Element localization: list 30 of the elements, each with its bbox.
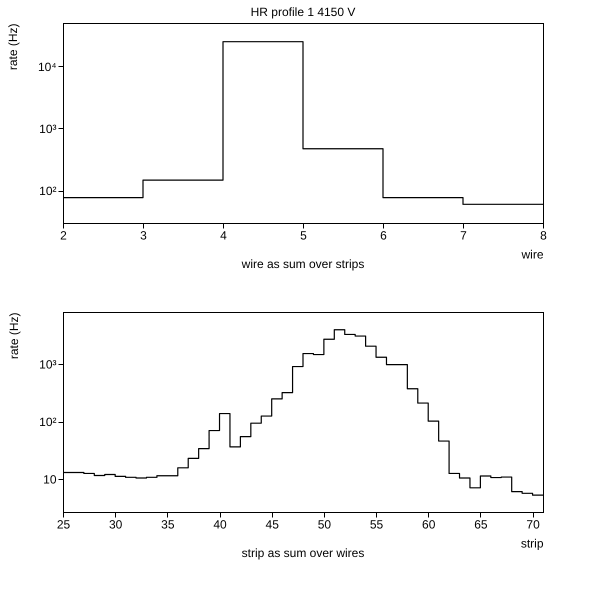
- x-tick-label: 30: [108, 518, 123, 532]
- y-tick-label: 10²: [39, 184, 57, 198]
- y-tick-label: 10³: [39, 358, 57, 372]
- y-axis-title: rate (Hz): [6, 24, 20, 70]
- text: strip as sum over wires: [242, 546, 364, 560]
- x-tick-label: 4: [220, 228, 228, 242]
- x-tick-label: 45: [266, 518, 280, 532]
- y-tick-label: 10: [43, 472, 57, 487]
- y-tick-label: 10³: [39, 122, 57, 136]
- x-tick-label: 70: [526, 518, 540, 532]
- x-tick-label: 40: [213, 518, 228, 532]
- y-tick-label: 10²: [39, 415, 57, 430]
- x-tick-label: 50: [318, 518, 332, 532]
- y-tick-label: 10⁴: [38, 60, 56, 74]
- x-axis-title: wire: [520, 248, 544, 262]
- x-tick-label: 3: [140, 228, 148, 242]
- x-tick-label: 5: [300, 228, 308, 242]
- x-tick-label: 7: [460, 228, 468, 242]
- chart-title: HR profile 1 4150 V: [250, 5, 356, 19]
- x-axis-title: strip: [520, 536, 544, 550]
- x-tick-label: 25: [56, 518, 70, 532]
- x-tick-label: 2: [60, 228, 68, 242]
- y-axis-title: rate (Hz): [7, 312, 22, 360]
- text: wire as sum over strips: [240, 257, 364, 271]
- x-tick-label: 65: [474, 518, 488, 532]
- x-tick-label: 6: [380, 228, 388, 242]
- x-tick-label: 55: [370, 518, 384, 532]
- x-tick-label: 35: [161, 518, 175, 532]
- x-tick-label: 60: [422, 518, 436, 532]
- x-tick-label: 8: [540, 228, 548, 242]
